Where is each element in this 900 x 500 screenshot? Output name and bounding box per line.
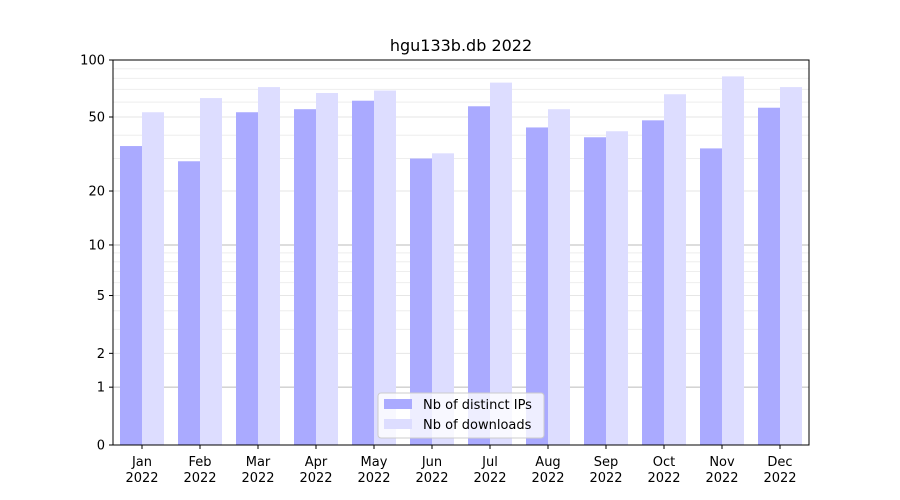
chart-title: hgu133b.db 2022 bbox=[390, 36, 532, 55]
legend-label: Nb of downloads bbox=[423, 418, 532, 433]
x-tick-label-year: 2022 bbox=[531, 471, 564, 486]
legend-swatch bbox=[384, 399, 412, 409]
bar bbox=[352, 100, 374, 446]
bar bbox=[178, 161, 200, 445]
x-tick-label-month: Nov bbox=[709, 455, 735, 470]
bar bbox=[584, 137, 606, 445]
x-tick-label-month: Apr bbox=[305, 455, 328, 470]
y-tick-label: 0 bbox=[97, 439, 105, 454]
x-tick-label-year: 2022 bbox=[589, 471, 622, 486]
y-tick-label: 10 bbox=[88, 238, 105, 253]
x-tick-label-year: 2022 bbox=[415, 471, 448, 486]
y-tick-label: 5 bbox=[97, 289, 105, 304]
bar bbox=[490, 82, 512, 446]
x-tick-label-month: Sep bbox=[594, 455, 619, 470]
y-tick-label: 50 bbox=[88, 111, 105, 126]
grid-lines bbox=[113, 68, 809, 388]
bar bbox=[526, 127, 548, 445]
bar bbox=[642, 120, 664, 445]
plot-frame bbox=[112, 59, 810, 446]
y-tick-label: 1 bbox=[97, 381, 105, 396]
bar bbox=[410, 158, 432, 445]
bars bbox=[120, 76, 802, 446]
x-tick-label-month: Jan bbox=[131, 455, 152, 470]
x-tick-label-year: 2022 bbox=[357, 471, 390, 486]
bar bbox=[758, 107, 780, 445]
x-tick-label-month: Mar bbox=[246, 455, 271, 470]
bar bbox=[722, 76, 744, 445]
x-tick-label-month: Jul bbox=[481, 455, 498, 470]
bar bbox=[780, 87, 802, 446]
x-tick-label-month: Aug bbox=[535, 455, 560, 470]
x-tick-label-month: Dec bbox=[767, 455, 792, 470]
y-tick-label: 2 bbox=[97, 347, 105, 362]
y-tick-label: 100 bbox=[80, 54, 105, 69]
x-tick-label-year: 2022 bbox=[705, 471, 738, 486]
bar bbox=[200, 98, 222, 445]
legend-swatch bbox=[384, 419, 412, 429]
bar bbox=[700, 148, 722, 445]
x-tick-label-month: Oct bbox=[653, 455, 675, 470]
x-tick-label-month: Jun bbox=[421, 455, 442, 470]
x-tick-label-year: 2022 bbox=[299, 471, 332, 486]
bar bbox=[606, 131, 628, 445]
x-tick-label-year: 2022 bbox=[763, 471, 796, 486]
bar bbox=[548, 109, 570, 445]
legend-label: Nb of distinct IPs bbox=[423, 398, 532, 413]
x-tick-label-year: 2022 bbox=[241, 471, 274, 486]
bar bbox=[236, 112, 258, 445]
bar bbox=[120, 146, 142, 446]
bar bbox=[294, 109, 316, 445]
bar bbox=[142, 112, 164, 445]
y-tick-label: 20 bbox=[88, 185, 105, 200]
bar bbox=[664, 94, 686, 445]
bar bbox=[468, 106, 490, 445]
legend: Nb of distinct IPs Nb of downloads bbox=[377, 392, 545, 439]
bar bbox=[316, 93, 338, 445]
x-tick-label-year: 2022 bbox=[125, 471, 158, 486]
x-tick-label-year: 2022 bbox=[647, 471, 680, 486]
x-tick-label-month: Feb bbox=[188, 455, 211, 470]
x-tick-label-year: 2022 bbox=[183, 471, 216, 486]
axes: 0125102050100Jan2022Feb2022Mar2022Apr202… bbox=[80, 54, 810, 486]
x-tick-label-year: 2022 bbox=[473, 471, 506, 486]
bar bbox=[374, 90, 396, 445]
x-tick-label-month: May bbox=[361, 455, 388, 470]
legend-box bbox=[377, 392, 545, 439]
bar bbox=[258, 87, 280, 446]
bar bbox=[432, 153, 454, 446]
